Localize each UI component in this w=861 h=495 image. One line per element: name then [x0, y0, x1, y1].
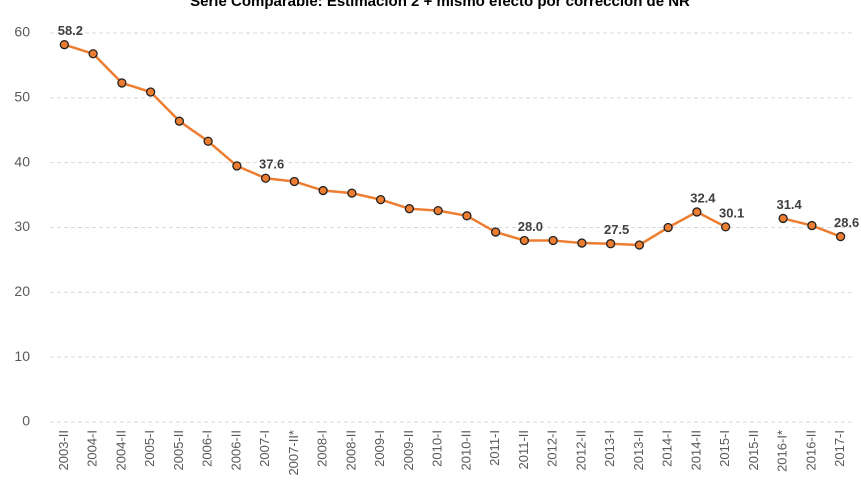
x-tick-label: 2012-II [573, 430, 588, 470]
x-tick-label: 2015-II [746, 430, 761, 470]
data-point [347, 188, 357, 198]
y-tick-label: 20 [14, 283, 30, 299]
data-point [692, 207, 702, 217]
data-label: 37.6 [259, 157, 284, 172]
data-label: 28.0 [518, 219, 543, 234]
x-tick-label: 2004-II [113, 430, 128, 470]
data-point [318, 185, 328, 196]
data-label: 31.4 [776, 197, 802, 212]
data-point [174, 116, 185, 126]
y-tick-label: 0 [22, 413, 30, 429]
data-point [404, 204, 415, 214]
x-tick-label: 2007-I [257, 430, 272, 467]
x-tick-label: 2006-II [228, 430, 243, 470]
x-tick-label: 2016-II [803, 430, 818, 470]
data-point [807, 220, 817, 231]
y-tick-label: 40 [14, 153, 30, 169]
data-point [203, 136, 213, 146]
x-tick-label: 2008-I [315, 430, 330, 467]
x-tick-label: 2011-II [516, 430, 531, 470]
x-tick-label: 2013-II [631, 430, 646, 470]
x-tick-label: 2006-I [200, 430, 215, 467]
data-point [634, 240, 645, 250]
x-tick-label: 2012-I [545, 430, 560, 467]
data-point [663, 222, 673, 233]
x-tick-label: 2008-II [343, 430, 358, 470]
data-point [605, 239, 616, 249]
x-tick-label: 2013-I [602, 430, 617, 467]
x-tick-label: 2003-II [56, 430, 71, 470]
data-point [59, 40, 70, 50]
data-point [835, 231, 846, 242]
chart-title: Serie Comparable: Estimación 2 + mismo e… [190, 0, 690, 10]
y-tick-label: 50 [14, 89, 30, 105]
data-point [462, 211, 472, 221]
x-tick-label: 2010-II [458, 430, 473, 470]
data-point [490, 227, 501, 237]
x-tick-label: 2010-I [430, 430, 445, 467]
data-label: 28.6 [834, 215, 859, 230]
x-tick-label: 2009-II [401, 430, 416, 470]
x-tick-label: 2017-I [832, 430, 847, 467]
data-point [232, 161, 242, 171]
data-point [778, 213, 788, 224]
x-tick-label: 2014-II [688, 430, 703, 470]
x-tick-label: 2016-I* [775, 430, 790, 472]
data-point [145, 87, 156, 97]
x-tick-label: 2004-I [85, 430, 100, 467]
data-label: 27.5 [604, 222, 629, 237]
data-label: 32.4 [690, 190, 716, 205]
data-point [375, 194, 386, 205]
data-label: 30.1 [719, 205, 744, 220]
data-point [88, 49, 98, 59]
data-point [117, 78, 127, 88]
data-point [548, 235, 558, 246]
y-tick-label: 30 [14, 218, 30, 234]
data-point [260, 173, 271, 183]
y-tick-label: 60 [14, 24, 30, 40]
x-tick-label: 2015-I [717, 430, 732, 467]
x-tick-label: 2005-I [142, 430, 157, 467]
x-tick-label: 2009-I [372, 430, 387, 467]
y-tick-label: 10 [14, 348, 30, 364]
x-tick-label: 2005-II [171, 430, 186, 470]
data-point [289, 176, 300, 187]
data-point [577, 238, 587, 248]
data-point [519, 235, 530, 246]
x-tick-label: 2011-I [487, 430, 502, 466]
x-tick-label: 2014-I [660, 430, 675, 467]
data-point [720, 222, 731, 232]
x-tick-label: 2007-II* [286, 430, 301, 476]
data-label: 58.2 [58, 23, 83, 38]
data-point [433, 205, 443, 216]
